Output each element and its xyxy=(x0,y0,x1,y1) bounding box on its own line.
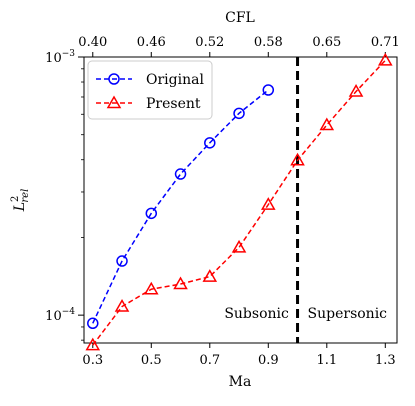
point-original xyxy=(262,84,275,96)
point-present xyxy=(260,197,276,210)
point-present xyxy=(114,299,130,312)
top-x-tick-label: 0.71 xyxy=(371,35,400,50)
legend: Original Present xyxy=(87,60,213,120)
y-axis-label-main: L xyxy=(12,202,28,212)
point-present xyxy=(143,281,159,295)
x-tick-label: 0.5 xyxy=(141,353,162,368)
annotation-supersonic: Supersonic xyxy=(308,306,388,322)
top-x-tick-label: 0.58 xyxy=(254,35,283,50)
series-line-original xyxy=(92,89,269,324)
point-present xyxy=(378,52,393,66)
legend-original-label: Original xyxy=(146,72,204,88)
top-x-tick-label: 0.46 xyxy=(137,35,166,50)
y-axis-label-group: L2rel xyxy=(10,189,31,213)
x-axis-label: Ma xyxy=(229,374,252,390)
legend-original-marker xyxy=(108,73,120,85)
top-x-tick-label: 0.40 xyxy=(78,35,107,50)
y-axis-label-sub: rel xyxy=(20,189,31,203)
point-present xyxy=(173,276,188,290)
y-tick-label: 10−4 xyxy=(45,307,75,324)
point-present xyxy=(348,84,364,97)
legend-present-marker xyxy=(106,95,122,109)
x-tick-label: 0.3 xyxy=(82,353,103,368)
legend-present-label: Present xyxy=(146,96,201,112)
point-original xyxy=(87,317,99,330)
series-layer xyxy=(85,52,393,351)
point-present xyxy=(231,239,247,253)
top-x-axis-label: CFL xyxy=(225,10,255,26)
point-original xyxy=(145,207,158,220)
point-original xyxy=(233,107,245,120)
point-original xyxy=(116,255,128,267)
point-present xyxy=(85,337,101,351)
y-axis-label-sup: 2 xyxy=(10,196,21,202)
plot-frame xyxy=(83,56,398,344)
point-present xyxy=(319,117,335,131)
y-tick-label: 10−3 xyxy=(45,49,75,66)
top-x-tick-label: 0.65 xyxy=(312,35,341,50)
axes: 0.3 0.5 0.7 0.9 1.1 1.3 0.40 0.46 0.52 0.58 0.65 0.… xyxy=(45,35,400,368)
x-tick-label: 0.9 xyxy=(258,353,279,368)
x-tick-label: 1.1 xyxy=(316,353,337,368)
x-tick-label: 0.7 xyxy=(199,353,220,368)
annotations: Subsonic Supersonic xyxy=(224,306,387,322)
point-original xyxy=(204,137,216,149)
annotation-subsonic: Subsonic xyxy=(224,306,289,322)
y-axis-label: L2rel xyxy=(10,189,31,213)
point-original xyxy=(174,168,187,180)
point-present xyxy=(290,152,305,166)
point-present xyxy=(202,269,218,282)
axis-labels: Ma CFL L2rel xyxy=(10,10,255,390)
x-tick-label: 1.3 xyxy=(375,353,396,368)
top-x-tick-label: 0.52 xyxy=(195,35,224,50)
